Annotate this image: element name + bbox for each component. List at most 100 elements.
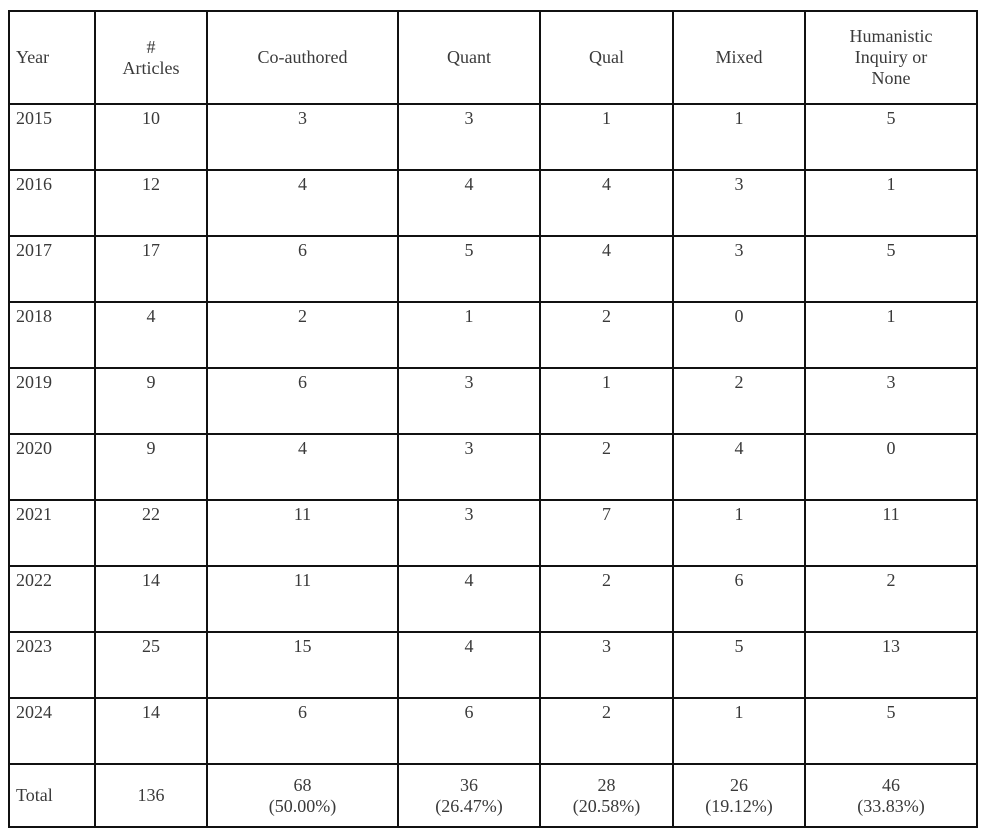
column-header: Quant [397, 10, 541, 105]
table-cell: 9 [94, 433, 208, 501]
table-cell: 3 [397, 499, 541, 567]
table-cell: 6 [206, 697, 399, 765]
table-cell: 4 [94, 301, 208, 369]
total-count: 26 [730, 774, 748, 795]
table-cell: 4 [672, 433, 806, 501]
total-percent: (20.58%) [572, 795, 641, 816]
articles-by-year-table: Year # Articles Co-authored Quant Qual Mixed Hu… [8, 10, 978, 828]
column-header-line: Year [16, 47, 50, 67]
column-header-line: None [871, 68, 911, 88]
table-cell: 14 [94, 697, 208, 765]
column-header-line: # [146, 36, 156, 57]
table-cell: 1 [672, 697, 806, 765]
table-cell: 2 [539, 697, 674, 765]
total-count: 36 [460, 774, 478, 795]
column-header: Mixed [672, 10, 806, 105]
table-row: 2016 12 4 4 4 3 1 [8, 169, 978, 237]
year-cell: 2021 [8, 499, 96, 567]
table-cell: 25 [94, 631, 208, 699]
column-header: Co-authored [206, 10, 399, 105]
total-row: Total 136 68 (50.00%) 36 (26.47%) 28 (20.58%) 26… [8, 763, 978, 828]
column-header-line: Qual [589, 47, 624, 67]
table-cell: 11 [206, 565, 399, 633]
table-row: 2021 22 11 3 7 1 11 [8, 499, 978, 567]
total-percent: (50.00%) [268, 795, 337, 816]
table-cell: 6 [206, 235, 399, 303]
total-cell: 46 (33.83%) [804, 763, 978, 828]
table-cell: 6 [206, 367, 399, 435]
table-cell: 11 [206, 499, 399, 567]
table-cell: 1 [539, 103, 674, 171]
header-row: Year # Articles Co-authored Quant Qual Mixed Hu… [8, 10, 978, 105]
column-header-line: Articles [122, 57, 180, 78]
table-row: 2019 9 6 3 1 2 3 [8, 367, 978, 435]
table-cell: 4 [539, 235, 674, 303]
total-percent: (33.83%) [857, 795, 925, 816]
column-header: # Articles [94, 10, 208, 105]
table-cell: 4 [397, 169, 541, 237]
table-cell: 2 [206, 301, 399, 369]
table-cell: 2 [804, 565, 978, 633]
table-row: 2018 4 2 1 2 0 1 [8, 301, 978, 369]
year-cell: 2020 [8, 433, 96, 501]
table-cell: 11 [804, 499, 978, 567]
column-header-line: Inquiry or [854, 47, 928, 67]
year-cell: 2015 [8, 103, 96, 171]
table-cell: 4 [397, 631, 541, 699]
table-cell: 7 [539, 499, 674, 567]
table-cell: 5 [397, 235, 541, 303]
table-cell: 13 [804, 631, 978, 699]
year-cell: 2016 [8, 169, 96, 237]
year-cell: 2023 [8, 631, 96, 699]
table-cell: 9 [94, 367, 208, 435]
year-cell: 2017 [8, 235, 96, 303]
table-cell: 1 [539, 367, 674, 435]
table-row: 2024 14 6 6 2 1 5 [8, 697, 978, 765]
table-cell: 1 [397, 301, 541, 369]
table-cell: 6 [672, 565, 806, 633]
table-cell: 5 [672, 631, 806, 699]
total-articles: 136 [94, 763, 208, 828]
table-cell: 15 [206, 631, 399, 699]
column-header-line: Quant [447, 47, 491, 67]
total-count: 46 [882, 774, 900, 795]
table-cell: 4 [539, 169, 674, 237]
table-cell: 6 [397, 697, 541, 765]
total-count: 28 [597, 774, 616, 795]
table-cell: 0 [672, 301, 806, 369]
table-row: 2017 17 6 5 4 3 5 [8, 235, 978, 303]
table-cell: 5 [804, 235, 978, 303]
table-cell: 3 [397, 367, 541, 435]
table-row: 2015 10 3 3 1 1 5 [8, 103, 978, 171]
table-cell: 3 [397, 103, 541, 171]
table-cell: 3 [539, 631, 674, 699]
total-cell: 26 (19.12%) [672, 763, 806, 828]
total-percent: (26.47%) [435, 795, 503, 816]
total-label: Total [8, 763, 96, 828]
table-row: 2020 9 4 3 2 4 0 [8, 433, 978, 501]
table-row: 2023 25 15 4 3 5 13 [8, 631, 978, 699]
table-cell: 2 [539, 301, 674, 369]
table-cell: 1 [804, 169, 978, 237]
table-cell: 10 [94, 103, 208, 171]
column-header-line: Co-authored [257, 47, 348, 67]
total-count: 68 [293, 774, 312, 795]
table-cell: 2 [672, 367, 806, 435]
year-cell: 2022 [8, 565, 96, 633]
table-cell: 17 [94, 235, 208, 303]
total-cell: 36 (26.47%) [397, 763, 541, 828]
total-cell: 68 (50.00%) [206, 763, 399, 828]
table-cell: 3 [397, 433, 541, 501]
total-cell: 28 (20.58%) [539, 763, 674, 828]
table-cell: 1 [672, 103, 806, 171]
table-cell: 4 [206, 433, 399, 501]
table-cell: 12 [94, 169, 208, 237]
table-cell: 5 [804, 103, 978, 171]
total-percent: (19.12%) [705, 795, 773, 816]
table-cell: 14 [94, 565, 208, 633]
table-body: 2015 10 3 3 1 1 5 2016 12 4 4 4 3 1 2017 17 6 5 4 3 5 2018 4 2 1… [8, 103, 978, 828]
table-cell: 4 [397, 565, 541, 633]
table-cell: 4 [206, 169, 399, 237]
table-cell: 3 [672, 235, 806, 303]
year-cell: 2024 [8, 697, 96, 765]
